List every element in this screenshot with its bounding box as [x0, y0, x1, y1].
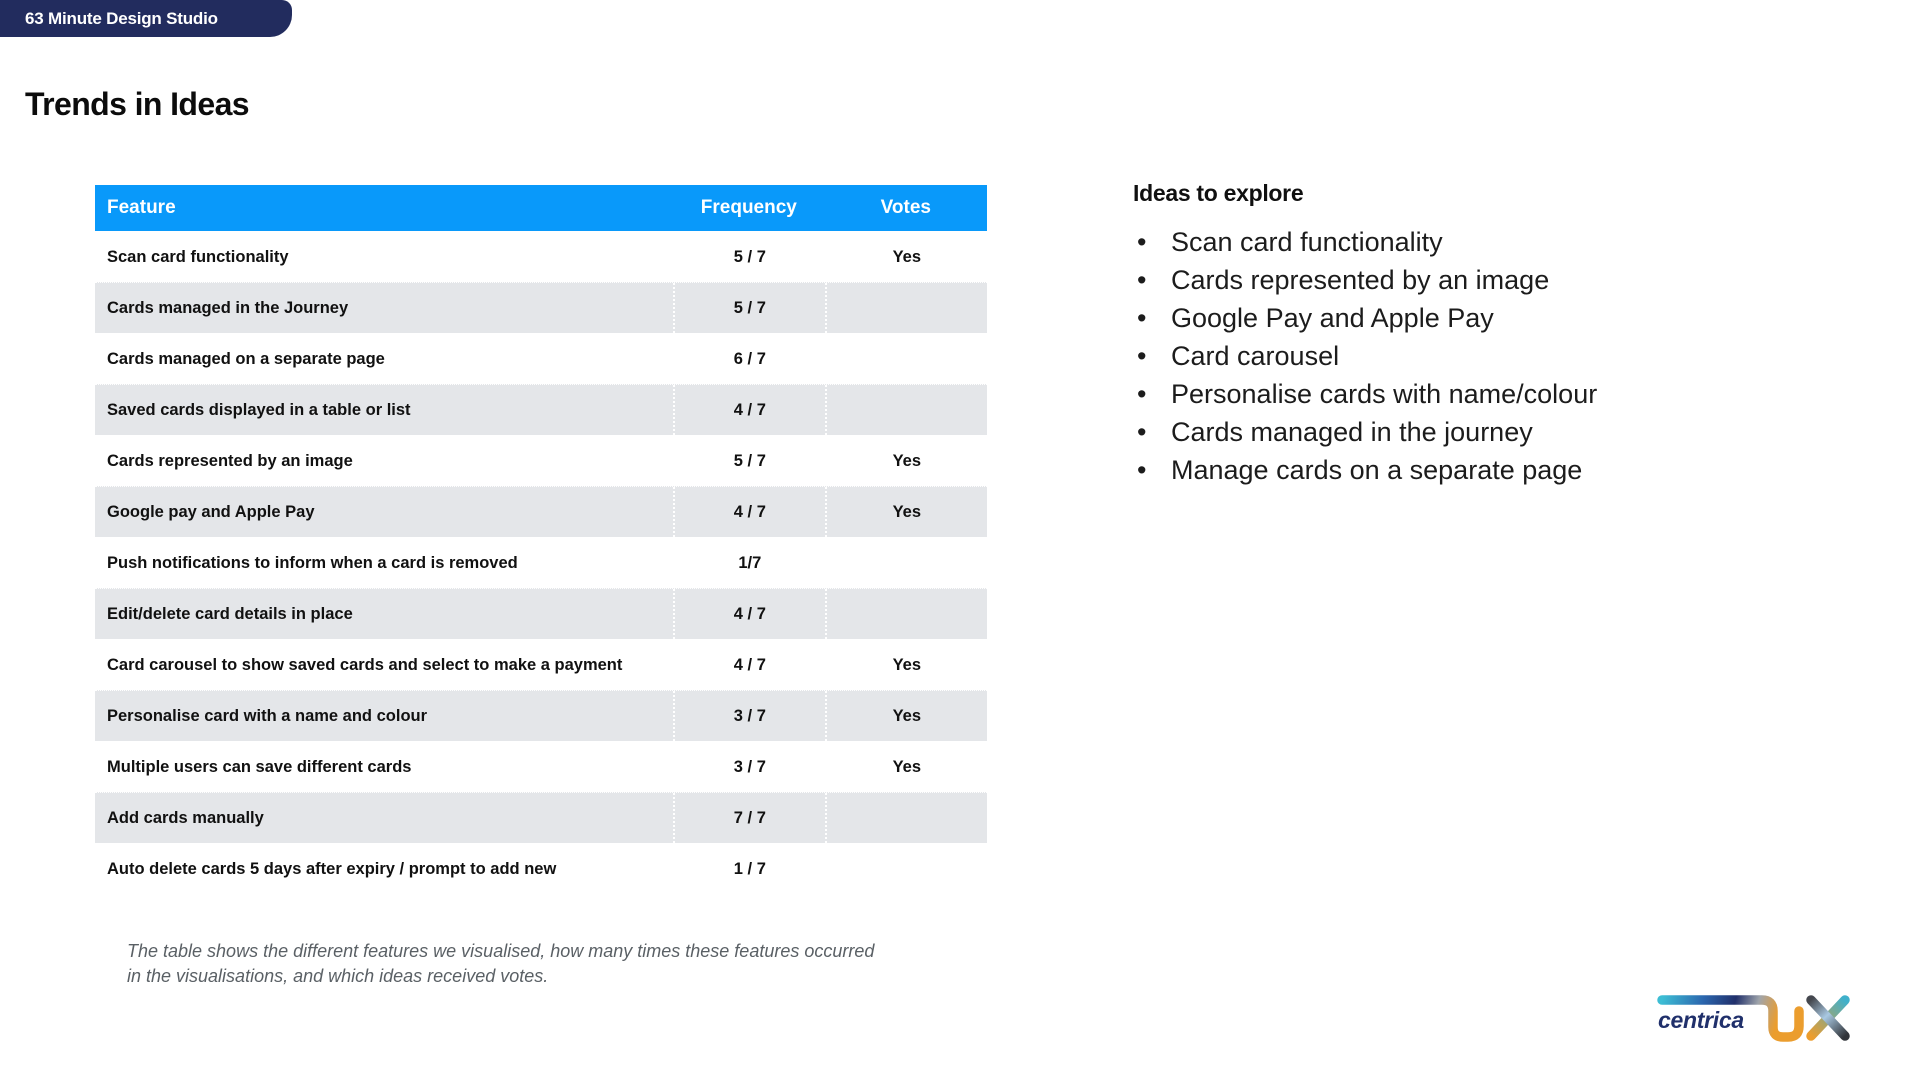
- table-row: Saved cards displayed in a table or list…: [95, 384, 987, 435]
- centrica-swoosh-ux-icon: [1657, 995, 1850, 1042]
- cell-frequency: 4 / 7: [673, 589, 825, 639]
- table-row: Add cards manually 7 / 7: [95, 792, 987, 843]
- column-header-frequency: Frequency: [700, 197, 797, 218]
- cell-feature: Scan card functionality: [107, 247, 289, 266]
- cell-feature: Cards represented by an image: [107, 451, 353, 470]
- bullet-icon: •: [1137, 227, 1147, 257]
- cell-frequency: 3 / 7: [673, 691, 825, 741]
- cell-votes: Yes: [824, 232, 987, 282]
- table-row: Cards managed in the Journey 5 / 7: [95, 282, 987, 333]
- list-item: • Google Pay and Apple Pay: [1133, 299, 1753, 337]
- table-body: Scan card functionality 5 / 7 Yes Cards …: [95, 231, 987, 894]
- studio-badge: 63 Minute Design Studio: [0, 0, 292, 37]
- cell-votes: [824, 793, 987, 843]
- cell-feature: Google pay and Apple Pay: [107, 502, 315, 521]
- centrica-ux-logo: centrica: [1652, 986, 1857, 1048]
- cell-votes: [824, 283, 987, 333]
- ideas-list: • Scan card functionality • Cards repres…: [1133, 223, 1753, 489]
- cell-frequency: 4 / 7: [673, 385, 825, 435]
- cell-votes: [824, 385, 987, 435]
- bullet-icon: •: [1137, 303, 1147, 333]
- list-item: • Cards managed in the journey: [1133, 413, 1753, 451]
- list-item: • Card carousel: [1133, 337, 1753, 375]
- cell-frequency: 5 / 7: [673, 436, 825, 486]
- list-item: • Scan card functionality: [1133, 223, 1753, 261]
- bullet-icon: •: [1137, 341, 1147, 371]
- cell-feature: Cards managed in the Journey: [107, 298, 349, 317]
- idea-label: Personalise cards with name/colour: [1171, 379, 1598, 409]
- cell-frequency: 1 / 7: [673, 844, 825, 894]
- bullet-icon: •: [1137, 379, 1147, 409]
- cell-frequency: 5 / 7: [673, 283, 825, 333]
- idea-label: Card carousel: [1171, 341, 1340, 371]
- cell-votes: Yes: [824, 640, 987, 690]
- page-title: Trends in Ideas: [25, 86, 250, 122]
- table-caption: The table shows the different features w…: [127, 941, 875, 986]
- table-row: Cards represented by an image 5 / 7 Yes: [95, 435, 987, 486]
- cell-feature: Edit/delete card details in place: [107, 604, 353, 623]
- studio-badge-label: 63 Minute Design Studio: [25, 8, 218, 28]
- list-item: • Cards represented by an image: [1133, 261, 1753, 299]
- cell-feature: Card carousel to show saved cards and se…: [107, 655, 623, 674]
- cell-frequency: 5 / 7: [673, 232, 825, 282]
- idea-label: Scan card functionality: [1171, 227, 1443, 257]
- table-row: Scan card functionality 5 / 7 Yes: [95, 231, 987, 282]
- cell-feature: Personalise card with a name and colour: [107, 706, 428, 725]
- cell-feature: Push notifications to inform when a card…: [107, 553, 518, 572]
- table-row: Card carousel to show saved cards and se…: [95, 639, 987, 690]
- cell-votes: Yes: [824, 487, 987, 537]
- cell-frequency: 3 / 7: [673, 742, 825, 792]
- cell-feature: Cards managed on a separate page: [107, 349, 385, 368]
- idea-label: Manage cards on a separate page: [1171, 455, 1583, 485]
- idea-label: Google Pay and Apple Pay: [1171, 303, 1494, 333]
- idea-label: Cards managed in the journey: [1171, 417, 1533, 447]
- column-header-votes: Votes: [880, 197, 931, 218]
- table-row: Push notifications to inform when a card…: [95, 537, 987, 588]
- table-row: Auto delete cards 5 days after expiry / …: [95, 843, 987, 894]
- table-row: Edit/delete card details in place 4 / 7: [95, 588, 987, 639]
- ideas-panel: Ideas to explore • Scan card functionali…: [1133, 180, 1753, 489]
- table-row: Personalise card with a name and colour …: [95, 690, 987, 741]
- cell-feature: Add cards manually: [107, 808, 264, 827]
- idea-label: Cards represented by an image: [1171, 265, 1550, 295]
- bullet-icon: •: [1137, 417, 1147, 447]
- bullet-icon: •: [1137, 455, 1147, 485]
- cell-feature: Multiple users can save different cards: [107, 757, 412, 776]
- cell-frequency: 4 / 7: [673, 487, 825, 537]
- cell-votes: Yes: [824, 436, 987, 486]
- cell-votes: [824, 844, 987, 894]
- column-header-feature: Feature: [107, 197, 176, 218]
- ideas-heading: Ideas to explore: [1133, 180, 1304, 206]
- list-item: • Personalise cards with name/colour: [1133, 375, 1753, 413]
- cell-votes: Yes: [824, 742, 987, 792]
- cell-frequency: 7 / 7: [673, 793, 825, 843]
- cell-votes: [824, 589, 987, 639]
- table-row: Multiple users can save different cards …: [95, 741, 987, 792]
- cell-frequency: 1/7: [673, 538, 825, 588]
- centrica-wordmark: centrica: [1658, 1007, 1744, 1033]
- cell-votes: [824, 538, 987, 588]
- cell-feature: Saved cards displayed in a table or list: [107, 400, 411, 419]
- table-row: Cards managed on a separate page 6 / 7: [95, 333, 987, 384]
- cell-feature: Auto delete cards 5 days after expiry / …: [107, 859, 557, 878]
- cell-frequency: 4 / 7: [673, 640, 825, 690]
- cell-votes: [824, 334, 987, 384]
- bullet-icon: •: [1137, 265, 1147, 295]
- table-row: Google pay and Apple Pay 4 / 7 Yes: [95, 486, 987, 537]
- table-header-row: Feature Frequency Votes: [95, 185, 987, 231]
- cell-frequency: 6 / 7: [673, 334, 825, 384]
- cell-votes: Yes: [824, 691, 987, 741]
- list-item: • Manage cards on a separate page: [1133, 451, 1753, 489]
- features-table: Feature Frequency Votes Scan card functi…: [95, 185, 987, 894]
